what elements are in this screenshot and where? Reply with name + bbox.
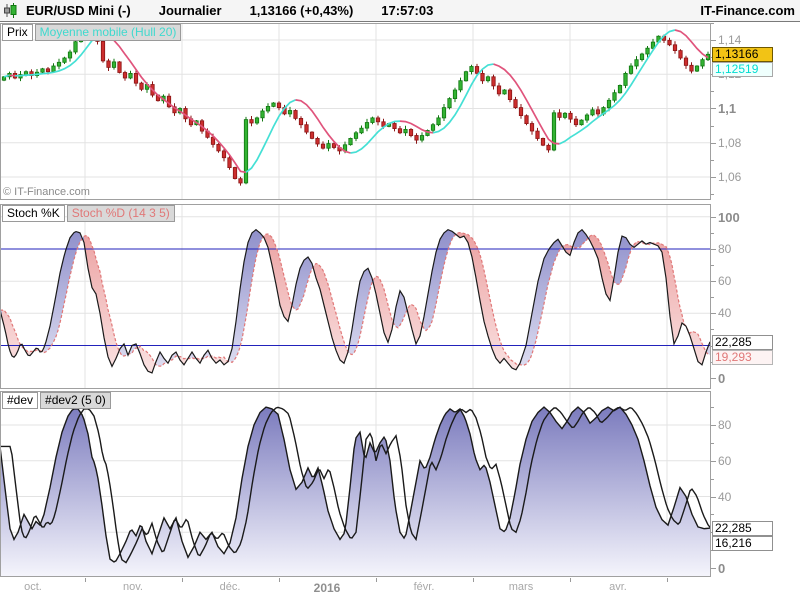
y-axis-tick <box>711 143 716 144</box>
y-axis-minor-tick <box>711 407 714 408</box>
y-axis-minor-tick <box>711 57 714 58</box>
last-value-box: 1,12519 <box>712 62 773 77</box>
y-axis-tick <box>711 497 716 498</box>
watermark: © IT-Finance.com <box>3 186 90 198</box>
y-axis-minor-tick <box>711 362 714 363</box>
y-axis-tick <box>711 378 716 379</box>
y-axis-tick <box>711 40 716 41</box>
y-axis-tick <box>711 461 716 462</box>
last-quote: 1,13166 (+0,43%) <box>249 3 354 18</box>
price-panel[interactable]: Prix Moyenne mobile (Hull 20) © IT-Finan… <box>0 23 711 200</box>
y-axis-tick-label: 60 <box>718 454 732 468</box>
y-axis-tick-label: 1,06 <box>718 170 742 184</box>
y-axis-tick-label: 60 <box>718 274 732 288</box>
price-chip[interactable]: Prix <box>2 24 33 41</box>
y-axis-minor-tick <box>711 532 714 533</box>
y-axis-tick <box>711 74 716 75</box>
time-axis-tick <box>667 578 668 582</box>
y-axis-minor-tick <box>711 550 714 551</box>
stoch-d-chip[interactable]: Stoch %D (14 3 5) <box>66 205 175 222</box>
y-axis-minor-tick <box>711 23 714 24</box>
time-axis-tick <box>570 578 571 582</box>
last-value-box: 22,285 <box>712 335 773 350</box>
y-axis-tick-label: 1,1 <box>718 101 737 116</box>
y-axis-tick <box>711 281 716 282</box>
hull-ma-chip[interactable]: Moyenne mobile (Hull 20) <box>34 24 182 41</box>
candlestick-app-icon <box>3 3 18 18</box>
y-axis-minor-tick <box>711 233 714 234</box>
y-axis-tick <box>711 217 716 218</box>
dev-chart-canvas[interactable] <box>0 391 711 577</box>
time-axis-month-label: oct. <box>24 581 42 593</box>
y-axis-tick-label: 80 <box>718 242 732 256</box>
y-axis-minor-tick <box>711 194 714 195</box>
y-axis-minor-tick <box>711 329 714 330</box>
y-axis-minor-tick <box>711 514 714 515</box>
stochastic-panel[interactable]: Stoch %K Stoch %D (14 3 5) <box>0 204 711 389</box>
last-value-box: 19,293 <box>712 350 773 365</box>
time-axis-tick <box>376 578 377 582</box>
time-axis-month-label: févr. <box>413 581 435 593</box>
price-chart-canvas[interactable] <box>0 23 711 200</box>
y-axis-minor-tick <box>711 479 714 480</box>
stochastic-chart-canvas[interactable] <box>0 204 711 389</box>
y-axis-tick <box>711 177 716 178</box>
instrument-name: EUR/USD Mini (-) <box>26 3 131 18</box>
time-axis-tick <box>182 578 183 582</box>
y-axis-minor-tick <box>711 297 714 298</box>
timeframe-label: Journalier <box>158 3 222 18</box>
y-axis-minor-tick <box>711 443 714 444</box>
brand-logo: IT-Finance.com <box>700 3 795 18</box>
last-value-box: 1,13166 <box>712 47 773 62</box>
last-value-box: 16,216 <box>712 536 773 551</box>
y-axis-tick-label: 0 <box>718 371 726 386</box>
y-axis-minor-tick <box>711 265 714 266</box>
dev-chip[interactable]: #dev <box>2 392 39 409</box>
y-axis-tick <box>711 249 716 250</box>
stoch-indicator-chips: Stoch %K Stoch %D (14 3 5) <box>2 205 177 222</box>
y-axis-minor-tick <box>711 160 714 161</box>
y-axis-tick-label: 0 <box>718 561 726 576</box>
dev-indicator-chips: #dev #dev2 (5 0) <box>2 392 113 409</box>
time-axis[interactable]: oct. nov. déc. 2016 févr. mars avr. <box>0 578 800 600</box>
time-axis-tick <box>85 578 86 582</box>
time-axis-tick <box>473 578 474 582</box>
y-axis-tick-label: 40 <box>718 306 732 320</box>
stoch-k-chip[interactable]: Stoch %K <box>2 205 65 222</box>
dev-panel[interactable]: #dev #dev2 (5 0) <box>0 391 711 577</box>
time-axis-month-label: déc. <box>219 581 241 593</box>
y-axis-tick-label: 100 <box>718 210 740 225</box>
y-axis-tick-label: 40 <box>718 490 732 504</box>
y-axis-minor-tick <box>711 346 714 347</box>
y-axis-minor-tick <box>711 126 714 127</box>
y-axis-tick-label: 80 <box>718 418 732 432</box>
header-bar: EUR/USD Mini (-) Journalier 1,13166 (+0,… <box>0 0 800 22</box>
y-axis-tick <box>711 313 716 314</box>
y-axis-tick <box>711 568 716 569</box>
y-axis-tick-label: 1,14 <box>718 33 742 47</box>
time-axis-month-label: nov. <box>123 581 143 593</box>
clock: 17:57:03 <box>381 3 434 18</box>
price-indicator-chips: Prix Moyenne mobile (Hull 20) <box>2 24 183 41</box>
y-axis-tick-label: 1,12 <box>718 67 742 81</box>
y-axis-tick-label: 1,08 <box>718 136 742 150</box>
y-axis-minor-tick <box>711 91 714 92</box>
time-axis-month-label: mars <box>508 581 534 593</box>
y-axis-tick <box>711 425 716 426</box>
dev2-chip[interactable]: #dev2 (5 0) <box>40 392 111 409</box>
last-value-box: 22,285 <box>712 521 773 536</box>
y-axis-tick <box>711 108 716 109</box>
time-axis-month-label: 2016 <box>313 581 341 595</box>
time-axis-month-label: avr. <box>609 581 627 593</box>
time-axis-tick <box>279 578 280 582</box>
